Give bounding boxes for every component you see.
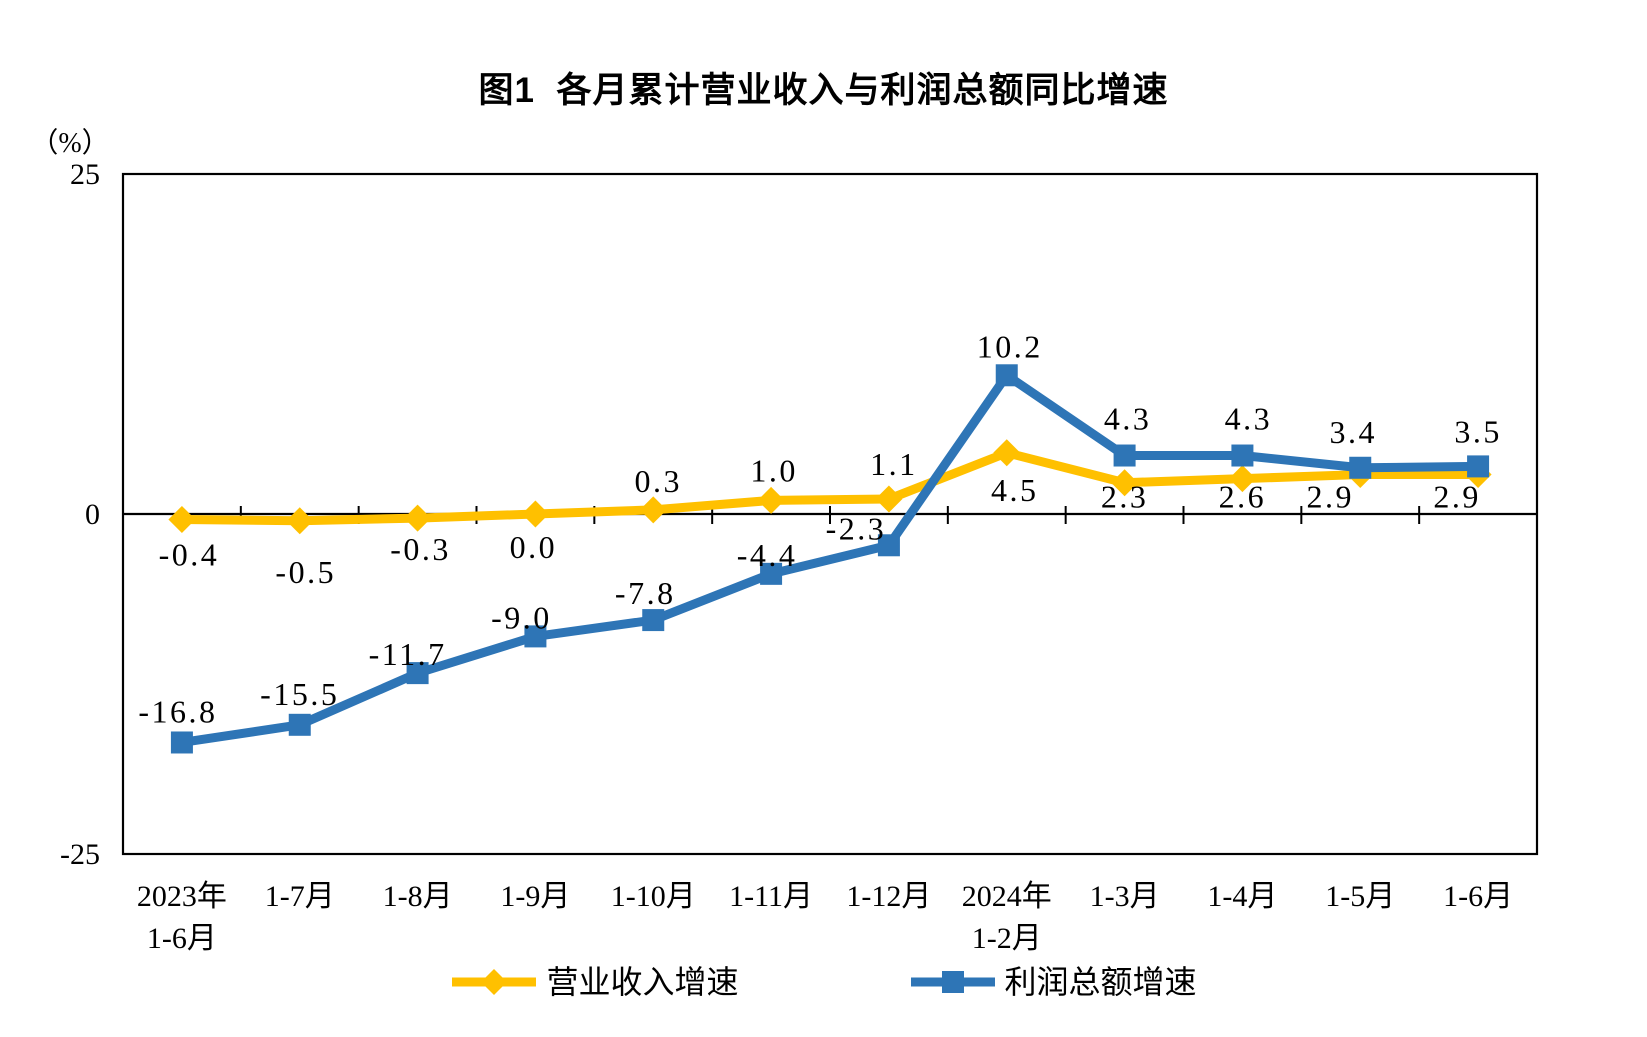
category-label: 1-4月 <box>1207 880 1277 913</box>
legend-label-profit: 利润总额增速 <box>1004 964 1197 1000</box>
data-label: 0.3 <box>635 463 683 499</box>
revenue-series-line-icon <box>452 969 537 995</box>
category-label: 1-3月 <box>1090 880 1160 913</box>
data-label: 4.3 <box>1225 401 1273 437</box>
data-label: 2.9 <box>1307 479 1355 515</box>
data-label: 10.2 <box>977 328 1043 364</box>
chart-title: 图1 各月累计营业收入与利润总额同比增速 <box>478 71 1169 110</box>
profit-series-line-icon <box>910 971 995 993</box>
data-point-marker <box>1467 455 1490 478</box>
data-label: 4.3 <box>1104 401 1152 437</box>
data-point-marker <box>1349 456 1372 479</box>
data-label: -0.4 <box>159 536 220 572</box>
data-point-marker <box>993 439 1021 467</box>
data-point-marker <box>1228 465 1256 493</box>
category-label: 1-10月 <box>611 880 696 913</box>
category-label: 2024年 <box>962 880 1052 913</box>
y-axis-label: -25 <box>60 838 100 871</box>
category-label: 1-2月 <box>972 922 1042 955</box>
legend-item-profit: 利润总额增速 <box>909 966 1197 998</box>
data-label: -4.4 <box>737 537 798 573</box>
data-point-marker <box>757 486 785 514</box>
data-point-marker <box>877 534 900 557</box>
data-label: -0.5 <box>275 554 336 590</box>
data-label: -11.7 <box>369 636 447 672</box>
data-point-marker <box>1231 444 1254 467</box>
category-label: 1-5月 <box>1325 880 1395 913</box>
data-point-marker <box>760 562 783 585</box>
data-point-marker <box>168 505 196 533</box>
data-point-marker <box>995 364 1018 387</box>
category-label: 1-6月 <box>147 922 217 955</box>
data-point-marker <box>286 507 314 535</box>
category-label: 1-8月 <box>383 880 453 913</box>
data-label: -0.3 <box>390 531 451 567</box>
category-label: 1-11月 <box>729 880 813 913</box>
data-label: 1.1 <box>870 446 918 482</box>
data-point-marker <box>170 731 193 754</box>
category-label: 2023年 <box>137 880 227 913</box>
data-point-marker <box>1111 469 1139 497</box>
data-point-marker <box>1113 444 1136 467</box>
data-point-marker <box>406 662 429 685</box>
data-point-marker <box>288 713 311 736</box>
data-point-marker <box>639 496 667 524</box>
category-label: 1-7月 <box>265 880 335 913</box>
series-line-1 <box>181 370 1479 747</box>
legend-label-revenue: 营业收入增速 <box>546 964 739 1000</box>
data-label: -16.8 <box>138 693 217 729</box>
data-point-marker <box>521 500 549 528</box>
data-label: -9.0 <box>491 599 552 635</box>
legend-item-revenue: 营业收入增速 <box>450 964 739 1000</box>
data-label: 1.0 <box>750 452 798 488</box>
data-label: 2.3 <box>1101 479 1149 515</box>
data-label: 3.5 <box>1454 413 1502 449</box>
data-label: -7.8 <box>615 575 676 611</box>
data-label: 3.4 <box>1330 414 1378 450</box>
y-axis-label: 0 <box>85 498 100 531</box>
series-line-0 <box>181 448 1479 526</box>
y-axis-unit-label: （%） <box>30 127 109 159</box>
legend: 营业收入增速 利润总额增速 <box>0 966 1647 998</box>
category-label: 1-6月 <box>1443 880 1513 913</box>
data-label: 2.9 <box>1433 479 1481 515</box>
data-label: 2.6 <box>1219 479 1267 515</box>
data-label: -15.5 <box>260 676 339 712</box>
data-point-marker <box>404 504 432 532</box>
data-label: 4.5 <box>991 472 1039 508</box>
data-point-marker <box>642 609 665 632</box>
data-label: -2.3 <box>826 510 887 546</box>
category-label: 1-9月 <box>500 880 570 913</box>
y-axis-label: 25 <box>70 158 100 191</box>
data-label: 0.0 <box>510 529 558 565</box>
category-label: 1-12月 <box>846 880 931 913</box>
data-point-marker <box>524 625 547 648</box>
data-point-marker <box>875 485 903 513</box>
